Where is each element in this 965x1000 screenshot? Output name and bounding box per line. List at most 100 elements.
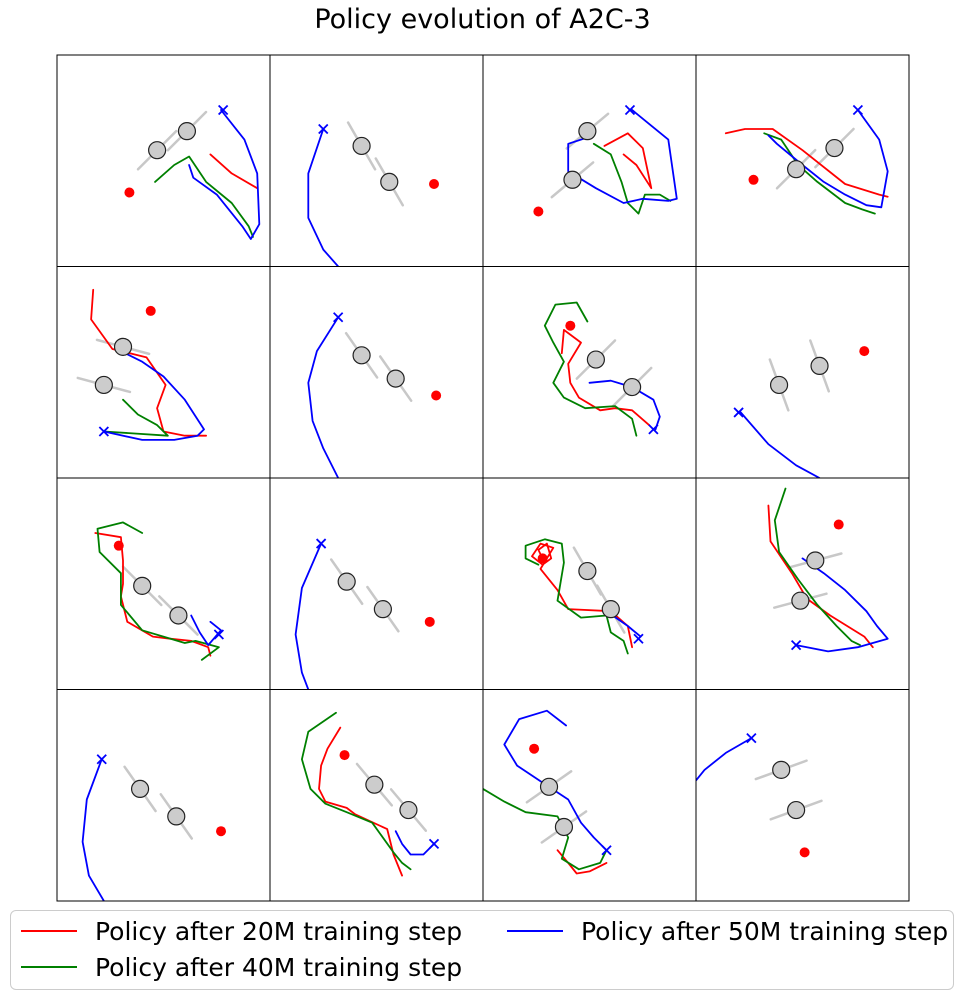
panel-10-obstacle-1 xyxy=(337,572,356,591)
legend-item-50m: Policy after 50M training step xyxy=(507,913,948,949)
panel-3-obstacle-1 xyxy=(578,122,597,141)
panel-15 xyxy=(482,689,697,902)
legend-item-20m: Policy after 20M training step xyxy=(21,913,462,949)
panel-6-content xyxy=(307,312,442,478)
panel-6-goal-marker xyxy=(431,390,442,401)
panel-5-path-20m xyxy=(90,288,207,437)
panel-10-end-stroke-b xyxy=(315,538,327,549)
panel-4-path-20m xyxy=(724,128,889,198)
panel-13-goal-marker xyxy=(216,826,227,837)
panel-grid xyxy=(56,54,910,902)
panel-12-content xyxy=(767,487,889,653)
panel-13 xyxy=(56,689,271,902)
panel-2-obstacle-1 xyxy=(352,136,371,156)
panel-16-end-stroke-b xyxy=(746,733,757,744)
panel-10 xyxy=(269,477,484,690)
panel-9-end-marker xyxy=(213,629,225,640)
panel-3-path-40m xyxy=(592,142,672,215)
panel-4 xyxy=(695,54,910,267)
panel-7-goal-marker xyxy=(565,320,576,331)
panel-12-end-stroke-b xyxy=(790,639,802,651)
panel-15-end-marker xyxy=(601,845,612,856)
panel-7-end-stroke-b xyxy=(648,424,659,435)
panel-9-obstacle-1 xyxy=(133,576,152,595)
panel-10-obstacle-2 xyxy=(373,600,392,619)
panel-11 xyxy=(482,477,697,690)
panel-15-path-40m xyxy=(483,788,608,871)
legend-swatch-20m xyxy=(21,930,77,932)
panel-5-frame xyxy=(56,266,271,479)
panel-15-obstacle-1 xyxy=(539,777,559,796)
panel-1-end-marker xyxy=(218,104,229,116)
panel-4-obstacle-2 xyxy=(787,160,806,179)
panel-11-goal-marker xyxy=(537,553,548,564)
panel-3-frame xyxy=(482,54,697,267)
panel-9-end-stroke-b xyxy=(213,629,225,640)
panel-14-path-40m xyxy=(301,711,412,871)
panel-11-end-stroke-b xyxy=(633,633,644,644)
panel-14-end-stroke-b xyxy=(428,838,440,850)
panel-5-goal-marker xyxy=(145,305,156,316)
panel-7-end-marker xyxy=(648,424,659,435)
panel-8-frame xyxy=(695,266,910,479)
panel-1-path-50m xyxy=(188,109,261,240)
panel-3-goal-marker xyxy=(533,206,544,217)
panel-1-goal-marker xyxy=(124,187,135,198)
panel-11-end-marker xyxy=(633,633,644,644)
panel-2-content xyxy=(307,121,440,267)
panel-2-end-marker xyxy=(318,123,329,135)
panel-7-obstacle-1 xyxy=(586,350,605,369)
panel-14-content xyxy=(301,711,440,877)
panel-8 xyxy=(695,266,910,479)
panel-14-obstacle-2 xyxy=(399,800,418,820)
panel-11-path-40m xyxy=(524,538,629,655)
panel-5-path-50m xyxy=(103,350,205,441)
panel-15-path-20m xyxy=(556,849,608,875)
panel-2-path-50m xyxy=(307,128,340,267)
panel-11-frame xyxy=(482,477,697,690)
panel-1 xyxy=(56,54,271,267)
panel-6-path-50m xyxy=(307,316,340,478)
panel-4-obstacle-1 xyxy=(825,138,844,158)
panel-3-end-marker xyxy=(624,104,636,116)
panel-15-goal-marker xyxy=(529,743,540,754)
panel-5-content xyxy=(76,288,207,441)
panel-15-frame xyxy=(482,689,697,902)
panel-16 xyxy=(695,689,910,902)
panel-16-obstacle-1 xyxy=(772,760,791,779)
panel-14-frame xyxy=(269,689,484,902)
panel-8-goal-marker xyxy=(859,346,870,357)
panel-12-obstacle-2 xyxy=(791,591,810,610)
panel-7-obstacle-2 xyxy=(623,377,642,397)
panel-8-end-marker xyxy=(733,407,744,418)
panel-10-frame xyxy=(269,477,484,690)
panel-7-path-20m xyxy=(560,329,650,426)
panel-16-content xyxy=(696,733,823,858)
panel-10-content xyxy=(294,538,435,690)
panel-13-end-marker xyxy=(96,754,107,765)
panel-8-content xyxy=(733,339,870,478)
panel-8-obstacle-1 xyxy=(810,356,829,376)
panel-5-end-marker xyxy=(98,426,109,437)
panel-2-obstacle-2 xyxy=(380,172,399,192)
panel-9-frame xyxy=(56,477,271,690)
legend-swatch-40m xyxy=(21,966,77,968)
panel-6-frame xyxy=(269,266,484,479)
legend-swatch-50m xyxy=(507,930,563,932)
panel-14-path-50m xyxy=(394,830,435,856)
panel-16-goal-marker xyxy=(799,847,810,858)
panel-1-frame xyxy=(56,54,271,267)
panel-8-obstacle-2 xyxy=(769,375,789,395)
panel-12-path-50m xyxy=(795,557,889,653)
panel-5-end-stroke-b xyxy=(98,426,109,437)
panel-6-obstacle-1 xyxy=(352,346,371,365)
panel-10-end-marker xyxy=(315,538,327,549)
panel-11-obstacle-1 xyxy=(578,561,597,581)
panel-1-end-stroke-b xyxy=(218,104,229,116)
panel-13-path-50m xyxy=(81,758,105,901)
panel-5-obstacle-2 xyxy=(94,375,113,395)
panel-4-end-stroke-b xyxy=(852,104,864,116)
panel-4-frame xyxy=(695,54,910,267)
panel-3-end-stroke-b xyxy=(624,104,636,116)
panel-7-path-40m xyxy=(543,301,638,437)
